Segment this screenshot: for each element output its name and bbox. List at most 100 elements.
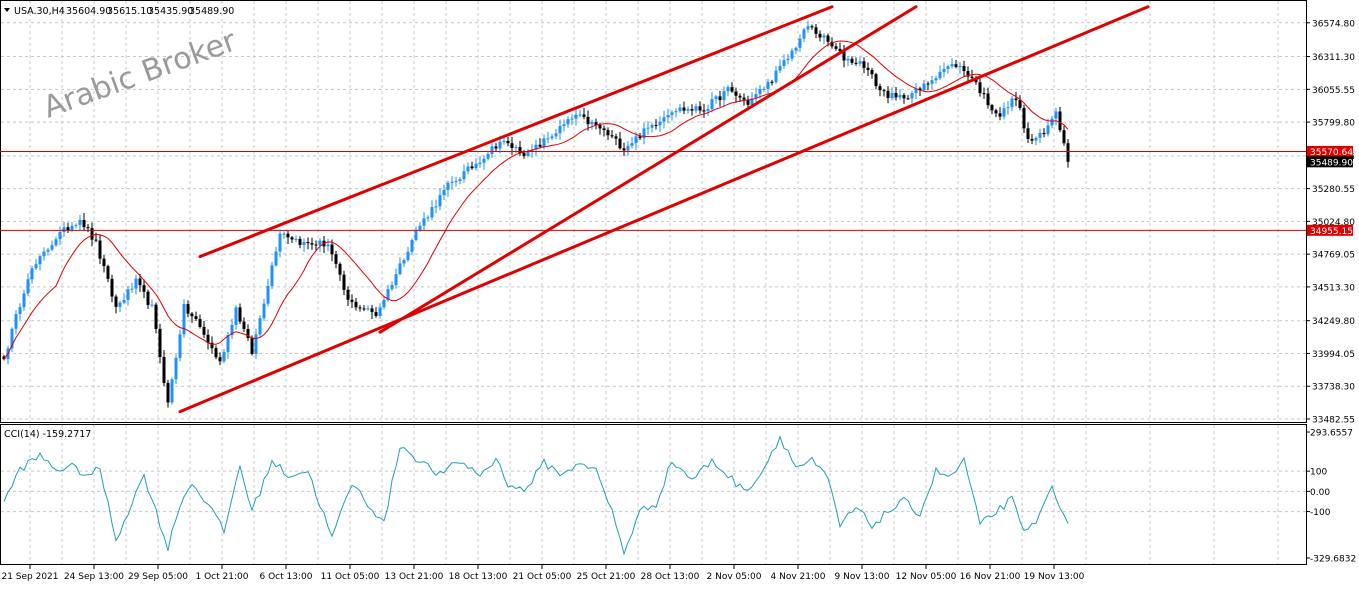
- candle-body: [958, 65, 962, 68]
- candle-body: [238, 307, 242, 322]
- candle-body: [130, 288, 134, 290]
- candle-body: [358, 307, 362, 309]
- candle-body: [926, 83, 930, 85]
- candle-body: [310, 243, 314, 245]
- cci-tick-label: 293.6557: [1310, 429, 1353, 439]
- candle-body: [990, 105, 994, 111]
- trendline[interactable]: [198, 5, 834, 259]
- candle-body: [882, 90, 886, 92]
- candle-body: [866, 67, 870, 71]
- candle-body: [598, 125, 602, 129]
- candle-body: [270, 265, 274, 286]
- time-tick-label: 1 Oct 21:00: [196, 572, 249, 582]
- candle-body: [674, 111, 678, 113]
- candle-body: [902, 95, 906, 99]
- candle-body: [1050, 118, 1054, 126]
- candle-body: [870, 70, 874, 75]
- candle-body: [134, 278, 138, 289]
- candle-body: [442, 189, 446, 196]
- candle-body: [982, 93, 986, 95]
- symbol-label: USA.30,H4: [14, 6, 65, 17]
- candle-body: [746, 99, 750, 105]
- candle-body: [918, 88, 922, 91]
- candle-body: [522, 153, 526, 156]
- candle-body: [514, 147, 518, 149]
- candle-body: [94, 239, 98, 241]
- candle-body: [418, 225, 422, 230]
- candle-body: [98, 240, 102, 259]
- candle-body: [414, 229, 418, 240]
- candle-body: [622, 148, 626, 151]
- candle-body: [770, 81, 774, 83]
- candle-body: [122, 299, 126, 303]
- candle-body: [422, 218, 426, 226]
- candle-body: [710, 99, 714, 110]
- candle-body: [106, 266, 110, 279]
- candle-body: [758, 89, 762, 95]
- candle-body: [846, 58, 850, 61]
- candle-body: [42, 251, 46, 257]
- candle-body: [778, 65, 782, 71]
- candle-body: [178, 334, 182, 358]
- candle-body: [206, 334, 210, 343]
- candle-body: [526, 151, 530, 156]
- price-tick-label: 35799.80: [1312, 119, 1355, 129]
- candle-body: [1054, 111, 1058, 119]
- candle-body: [806, 26, 810, 30]
- candle-body: [838, 48, 842, 52]
- candle-body: [458, 179, 462, 181]
- candle-body: [602, 128, 606, 131]
- candle-body: [1030, 138, 1034, 141]
- candle-body: [726, 87, 730, 92]
- trendline[interactable]: [378, 5, 918, 334]
- candle-body: [374, 312, 378, 316]
- candle-body: [586, 116, 590, 125]
- time-axis: 21 Sep 2021 24 Sep 13:00 29 Sep 05:00 1 Oct…: [1, 565, 1085, 582]
- candle-body: [498, 141, 502, 149]
- candle-body: [366, 308, 370, 310]
- candle-body: [58, 231, 62, 240]
- cci-line: [3, 435, 1069, 556]
- candle-body: [706, 109, 710, 111]
- time-tick-label: 2 Nov 05:00: [707, 572, 762, 582]
- trendline[interactable]: [178, 5, 1150, 414]
- price-tick-label: 35024.80: [1312, 218, 1355, 228]
- candle-body: [242, 321, 246, 329]
- candle-body: [810, 26, 814, 28]
- open-value: 35604.90: [66, 6, 111, 17]
- dropdown-triangle-icon[interactable]: [4, 8, 10, 12]
- candle-body: [814, 27, 818, 34]
- candle-body: [490, 146, 494, 154]
- time-tick-label: 16 Nov 21:00: [960, 572, 1021, 582]
- candle-body: [1058, 111, 1062, 131]
- candle-body: [570, 118, 574, 120]
- trendlines[interactable]: [178, 5, 1150, 414]
- time-tick-label: 19 Nov 13:00: [1024, 572, 1085, 582]
- candle-body: [618, 138, 622, 149]
- candle-body: [934, 78, 938, 81]
- horizontal-levels[interactable]: [0, 150, 1306, 231]
- candle-body: [342, 274, 346, 290]
- candle-body: [998, 113, 1002, 117]
- candle-body: [214, 348, 218, 358]
- candle-body: [962, 65, 966, 72]
- candle-body: [914, 88, 918, 94]
- candle-body: [626, 145, 630, 151]
- level-tag-label: 35570.64: [1310, 148, 1353, 158]
- candle-body: [318, 240, 322, 246]
- candlestick-series: [2, 20, 1070, 408]
- candle-body: [194, 316, 198, 320]
- candle-body: [154, 304, 158, 329]
- candle-body: [38, 256, 42, 265]
- level-tag-label: 34955.15: [1310, 227, 1353, 237]
- candle-body: [954, 64, 958, 68]
- candle-body: [82, 219, 86, 228]
- candle-body: [830, 41, 834, 47]
- candle-body: [262, 303, 266, 319]
- candle-body: [754, 94, 758, 99]
- candle-body: [1066, 143, 1070, 162]
- candle-body: [202, 326, 206, 335]
- candle-body: [290, 237, 294, 240]
